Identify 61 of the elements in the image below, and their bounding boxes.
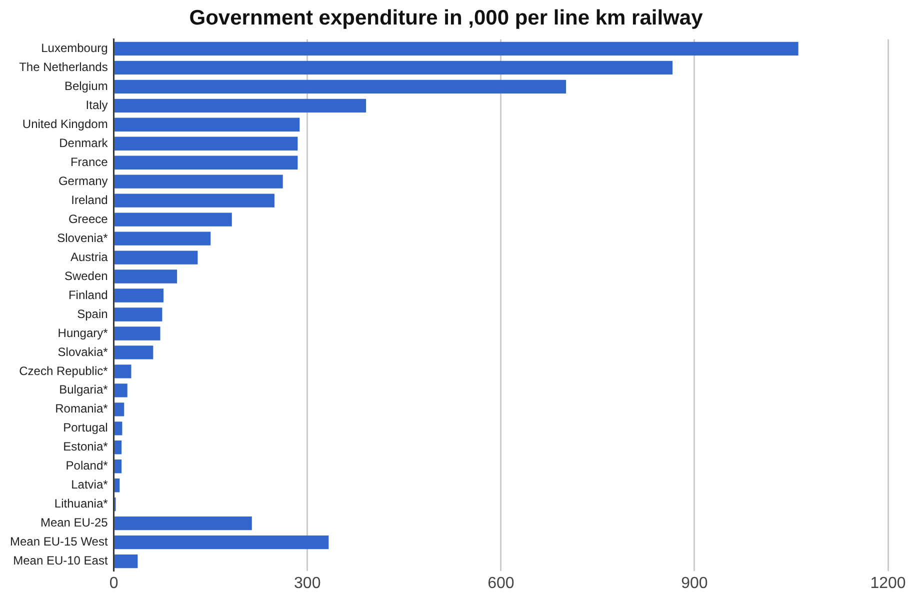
bar (114, 80, 566, 94)
y-tick-label: Luxembourg (41, 41, 108, 56)
y-tick-label: Romania* (55, 402, 108, 416)
y-tick-label: France (70, 154, 108, 169)
y-tick-label: Mean EU-10 East (13, 554, 108, 568)
x-tick-label: 300 (294, 574, 321, 592)
y-tick-label: Lithuania* (54, 496, 108, 511)
bar (114, 460, 122, 474)
y-tick-label: Denmark (59, 136, 109, 150)
bar (114, 402, 124, 416)
y-tick-label: Estonia* (63, 440, 108, 454)
bar (114, 212, 232, 226)
x-tick-label: 900 (681, 574, 708, 592)
y-tick-label: Austria (70, 250, 108, 264)
bar (114, 554, 138, 568)
y-tick-label: Germany (58, 174, 108, 188)
x-tick-label: 1200 (870, 574, 906, 592)
y-tick-label: Portugal (63, 420, 108, 435)
bar (114, 156, 298, 170)
bar (114, 42, 798, 56)
y-tick-label: Ireland (71, 192, 108, 207)
y-tick-label: Greece (68, 212, 108, 226)
y-tick-label: Mean EU-25 (40, 516, 108, 530)
bar (114, 288, 164, 302)
y-tick-label: Bulgaria* (59, 382, 108, 397)
y-tick-label: Poland* (66, 458, 108, 473)
bar (114, 174, 283, 188)
bar (114, 232, 211, 246)
bar (114, 98, 366, 112)
y-tick-label: Latvia* (71, 478, 108, 492)
bar (114, 136, 298, 150)
y-tick-label: Finland (68, 288, 108, 302)
bar (114, 384, 128, 398)
y-tick-label: Hungary* (58, 326, 108, 340)
bar (114, 422, 122, 436)
bar (114, 308, 162, 322)
chart-title: Government expenditure in ,000 per line km railway (189, 6, 704, 30)
bar (114, 535, 329, 550)
bar (114, 346, 154, 360)
bar (114, 250, 198, 264)
y-tick-label: Czech Republic* (19, 364, 108, 378)
bar (114, 516, 252, 530)
bar (114, 364, 132, 378)
bar (114, 194, 274, 208)
y-tick-label: Slovakia* (58, 344, 108, 359)
bar (114, 118, 300, 132)
y-tick-label: Slovenia* (57, 230, 108, 245)
y-tick-label: United Kingdom (22, 116, 108, 131)
bar (114, 270, 178, 284)
y-tick-label: The Netherlands (19, 60, 108, 74)
bar (114, 478, 120, 492)
y-tick-label: Spain (77, 306, 108, 321)
y-tick-label: Italy (86, 98, 108, 112)
x-tick-label: 600 (488, 574, 514, 592)
y-tick-label: Sweden (64, 268, 108, 283)
bar (114, 60, 673, 75)
y-tick-label: Mean EU-15 West (10, 534, 108, 549)
bar (114, 326, 160, 340)
bar (114, 440, 122, 454)
x-tick-label: 0 (109, 574, 118, 592)
y-tick-label: Belgium (64, 78, 108, 93)
